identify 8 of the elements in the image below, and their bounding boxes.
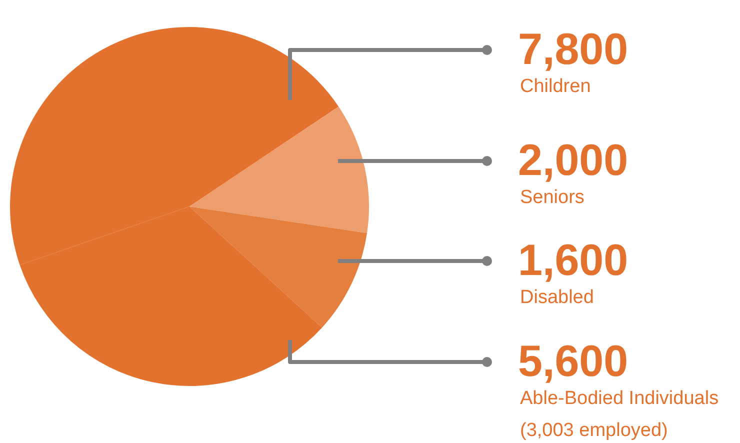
slice-label: Seniors xyxy=(520,187,584,208)
data-label: 2,000 xyxy=(518,136,628,185)
slice-label: Children xyxy=(520,76,591,97)
slice-label: Disabled xyxy=(520,287,594,308)
slice-label: Able-Bodied Individuals (3,003 employed) xyxy=(520,388,719,441)
data-label: 1,600 xyxy=(518,236,628,285)
data-label: 5,600 xyxy=(518,337,628,386)
data-label: 7,800 xyxy=(518,25,628,74)
